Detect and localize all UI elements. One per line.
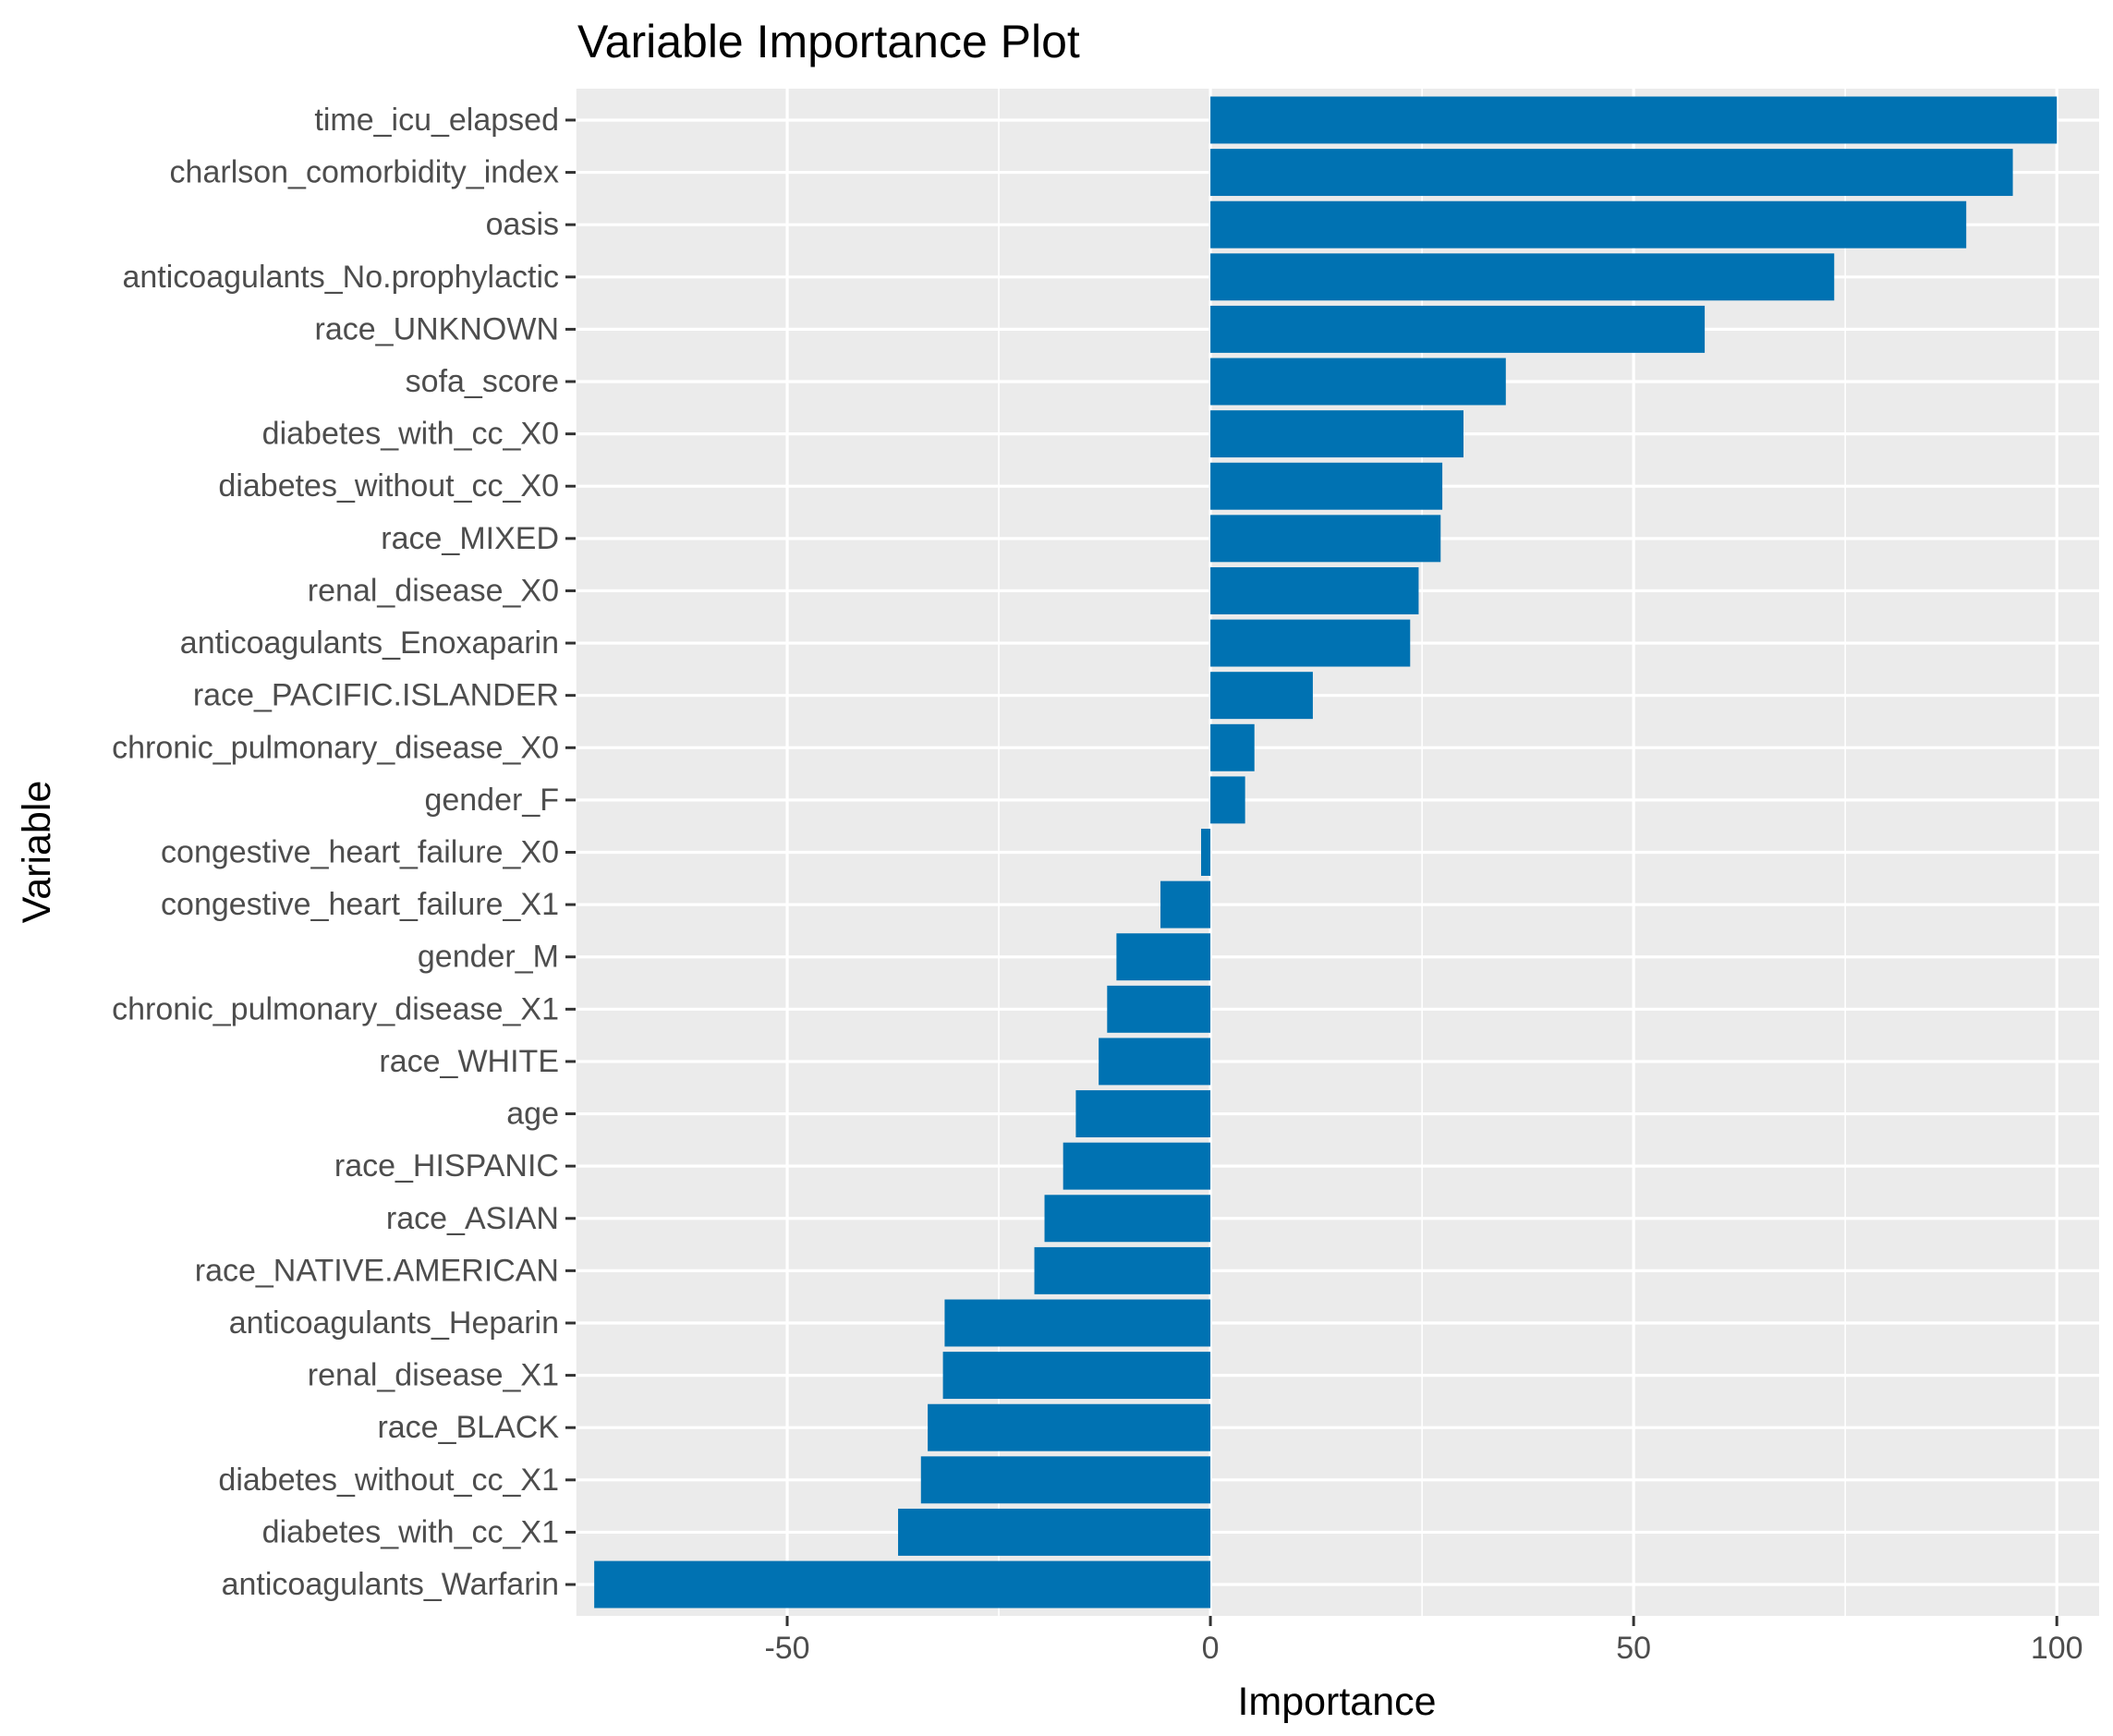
- y-tick-label: gender_M: [418, 940, 559, 975]
- y-tick-label: renal_disease_X0: [308, 573, 559, 608]
- bar: [1116, 933, 1211, 981]
- y-tick-label: race_NATIVE.AMERICAN: [195, 1253, 559, 1288]
- bars: [594, 96, 2058, 1609]
- bar: [1210, 149, 2013, 197]
- bar: [928, 1403, 1211, 1451]
- bar: [1210, 723, 1255, 771]
- bar: [1063, 1142, 1211, 1190]
- x-tick-label: 0: [1202, 1631, 1220, 1666]
- bar: [942, 1352, 1211, 1400]
- x-tick-label: 50: [1616, 1631, 1651, 1666]
- bar: [1210, 200, 1967, 249]
- bar: [1210, 358, 1506, 406]
- bar: [594, 1560, 1211, 1609]
- x-axis: -50 0 50 100: [764, 1616, 2083, 1666]
- y-tick-label: diabetes_without_cc_X1: [218, 1463, 559, 1498]
- x-tick-label: 100: [2031, 1631, 2083, 1666]
- bar: [1044, 1195, 1211, 1243]
- y-tick-label: chronic_pulmonary_disease_X0: [112, 730, 559, 765]
- y-tick-label: age: [506, 1097, 559, 1132]
- y-tick-label: time_icu_elapsed: [314, 103, 559, 138]
- bar: [1210, 566, 1419, 614]
- bar: [1034, 1246, 1211, 1294]
- bar: [1075, 1090, 1211, 1138]
- bar: [1210, 776, 1245, 824]
- bar: [1210, 410, 1464, 458]
- x-tick-label: -50: [764, 1631, 809, 1666]
- y-tick-label: diabetes_with_cc_X0: [262, 417, 559, 452]
- bar: [1210, 305, 1706, 353]
- y-tick-label: anticoagulants_No.prophylactic: [122, 260, 559, 295]
- y-tick-label: renal_disease_X1: [308, 1358, 559, 1393]
- bar: [1210, 253, 1835, 301]
- y-tick-label: race_HISPANIC: [334, 1148, 559, 1184]
- y-tick-label: diabetes_without_cc_X0: [218, 468, 559, 504]
- bar: [1107, 985, 1211, 1033]
- y-tick-label: race_PACIFIC.ISLANDER: [193, 678, 559, 713]
- bar: [1099, 1038, 1211, 1086]
- y-tick-label: charlson_comorbidity_index: [170, 155, 559, 190]
- bar: [1210, 672, 1313, 720]
- y-tick-label: congestive_heart_failure_X0: [161, 835, 559, 870]
- y-tick-label: oasis: [486, 207, 559, 242]
- x-axis-title: Importance: [1237, 1680, 1436, 1724]
- y-tick-label: congestive_heart_failure_X1: [161, 887, 559, 922]
- y-tick-label: chronic_pulmonary_disease_X1: [112, 991, 559, 1026]
- y-tick-label: anticoagulants_Enoxaparin: [180, 625, 559, 661]
- bar: [1210, 515, 1441, 563]
- y-axis: time_icu_elapsed charlson_comorbidity_ind…: [112, 103, 576, 1602]
- bar: [944, 1299, 1211, 1347]
- bar: [1201, 829, 1211, 876]
- y-tick-label: race_MIXED: [381, 521, 559, 556]
- y-axis-title: Variable: [15, 781, 59, 924]
- y-tick-label: diabetes_with_cc_X1: [262, 1514, 559, 1549]
- bar: [1210, 96, 2058, 144]
- bar: [1210, 462, 1443, 510]
- bar: [1210, 619, 1411, 667]
- chart-title: Variable Importance Plot: [577, 16, 1080, 67]
- bar: [920, 1456, 1211, 1504]
- y-tick-label: race_ASIAN: [386, 1201, 559, 1236]
- y-tick-label: anticoagulants_Warfarin: [222, 1567, 559, 1602]
- bar: [898, 1508, 1211, 1556]
- y-tick-label: race_UNKNOWN: [315, 311, 559, 346]
- bar: [1160, 880, 1211, 929]
- y-tick-label: race_WHITE: [379, 1044, 559, 1079]
- y-tick-label: race_BLACK: [377, 1410, 559, 1445]
- y-tick-label: anticoagulants_Heparin: [229, 1305, 559, 1341]
- y-tick-label: gender_F: [424, 783, 559, 818]
- y-tick-label: sofa_score: [406, 364, 559, 399]
